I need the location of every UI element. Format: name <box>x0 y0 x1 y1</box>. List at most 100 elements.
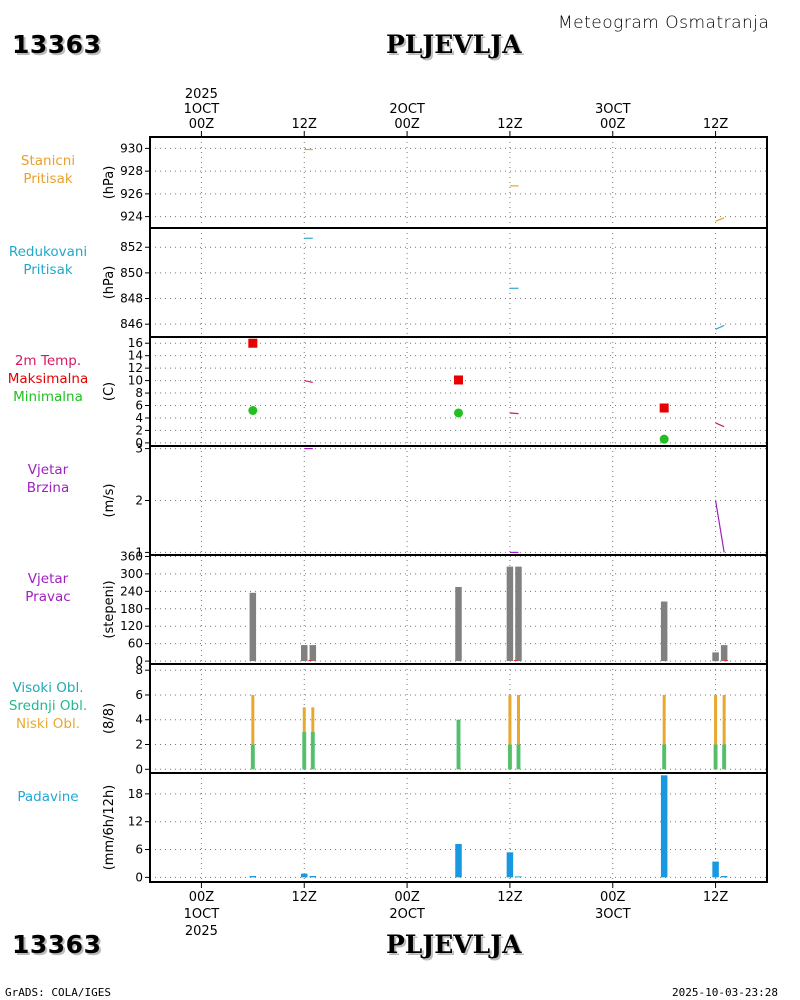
ytick-label-reduced_pressure: 848 <box>120 292 143 306</box>
panel-title-cloud_cover: Srednji Obl. <box>9 698 87 714</box>
tmax-point <box>454 375 463 385</box>
bar-precipitation <box>455 843 462 878</box>
timestamp-text: 2025-10-03-23:28 <box>672 986 778 999</box>
panel-title-temperature: Minimalna <box>13 389 83 405</box>
ytick-label-temperature: 4 <box>135 411 143 425</box>
station-name-top: PLJEVLJA <box>386 30 522 59</box>
ylabel-wind_speed: (m/s) <box>102 484 117 518</box>
temp-segment <box>304 380 313 384</box>
tmin-point <box>659 434 669 444</box>
time-label-top: 12Z <box>497 117 523 132</box>
ytick-label-cloud_cover: 6 <box>135 688 143 702</box>
ytick-label-temperature: 10 <box>128 374 143 388</box>
panel-title-wind_speed: Vjetar <box>28 462 69 478</box>
ytick-label-precipitation: 6 <box>135 843 143 857</box>
tmin-point <box>454 408 463 418</box>
bar-mid-cloud <box>302 732 307 770</box>
panel-title-temperature: 2m Temp. <box>15 353 81 369</box>
ylabel-precipitation: (mm/6h/12h) <box>102 785 117 871</box>
ytick-label-wind_direction: 180 <box>120 602 143 616</box>
panel-title-wind_direction: Vjetar <box>28 571 69 587</box>
panel-title-wind_direction: Pravac <box>25 589 70 605</box>
panel-title-station_pressure: Pritisak <box>23 171 73 187</box>
bar-precipitation <box>506 852 514 878</box>
ytick-label-precipitation: 18 <box>128 787 143 801</box>
bar-wind_direction <box>720 645 728 662</box>
time-label-bottom: 2025 <box>185 924 218 939</box>
bar-precipitation <box>712 861 719 878</box>
bar-wind_direction <box>506 566 514 662</box>
panel-frame-station_pressure <box>149 136 768 229</box>
bar-low-cloud <box>714 694 718 770</box>
bar-precipitation <box>720 875 728 878</box>
panel-frame-temperature <box>149 336 768 447</box>
tmax-point <box>248 338 258 348</box>
bar-wind_direction <box>515 566 522 662</box>
bar-precipitation <box>309 875 317 878</box>
bar-mid-cloud <box>722 744 727 770</box>
ytick-label-wind_speed: 3 <box>135 442 143 456</box>
panel-title-reduced_pressure: Redukovani <box>9 244 87 260</box>
time-label-bottom: 00Z <box>189 890 215 905</box>
ytick-label-station_pressure: 930 <box>120 141 143 155</box>
series-segment-station_pressure <box>715 217 725 222</box>
panel-title-temperature: Maksimalna <box>8 371 89 387</box>
bar-wind_direction <box>249 592 257 662</box>
ytick-label-temperature: 14 <box>128 349 143 363</box>
ytick-label-wind_direction: 360 <box>120 549 143 563</box>
ytick-label-wind_direction: 240 <box>120 584 143 598</box>
ylabel-cloud_cover: (8/8) <box>102 703 117 734</box>
ytick-label-reduced_pressure: 850 <box>120 266 143 280</box>
bar-mid-cloud <box>507 744 512 770</box>
time-label-top: 2025 <box>185 87 218 102</box>
bar-low-cloud <box>516 694 520 770</box>
panel-frame-precipitation <box>149 772 768 883</box>
product-title: Meteogram Osmatranja <box>558 13 770 33</box>
time-label-bottom: 12Z <box>497 890 523 905</box>
bar-wind_direction <box>301 645 308 662</box>
ytick-label-precipitation: 12 <box>128 815 143 829</box>
bar-low-cloud <box>251 694 255 770</box>
station-id-bottom: 13363 <box>12 930 102 959</box>
panel-title-station_pressure: Stanicni <box>21 153 75 169</box>
ytick-label-cloud_cover: 0 <box>135 762 143 776</box>
bar-precipitation <box>301 873 308 878</box>
station-id-top: 13363 <box>12 30 102 59</box>
time-label-bottom: 12Z <box>703 890 729 905</box>
bar-wind_direction <box>309 645 317 662</box>
bar-wind_direction <box>660 601 668 662</box>
panel-title-cloud_cover: Visoki Obl. <box>12 680 83 696</box>
tmin-point <box>248 405 258 415</box>
ytick-label-temperature: 0 <box>135 436 143 450</box>
bar-mid-cloud <box>250 744 255 770</box>
panel-title-reduced_pressure: Pritisak <box>23 262 73 278</box>
ylabel-reduced_pressure: (hPa) <box>102 266 117 300</box>
series-segment-wind_speed <box>714 500 725 553</box>
time-label-top: 00Z <box>189 117 215 132</box>
ytick-label-wind_direction: 0 <box>135 654 143 668</box>
time-label-top: 3OCT <box>595 102 631 117</box>
ytick-label-wind_direction: 60 <box>128 637 143 651</box>
panel-title-wind_speed: Brzina <box>27 480 69 496</box>
temp-segment <box>509 412 519 415</box>
bar-mid-cloud <box>516 744 521 770</box>
ytick-label-wind_direction: 300 <box>120 567 143 581</box>
panel-title-cloud_cover: Niski Obl. <box>16 716 80 732</box>
ytick-label-cloud_cover: 8 <box>135 663 143 677</box>
panel-frame-reduced_pressure <box>149 227 768 338</box>
bar-low-cloud <box>508 694 512 770</box>
ytick-label-temperature: 6 <box>135 399 143 413</box>
panel-title-precipitation: Padavine <box>17 789 78 805</box>
ytick-label-cloud_cover: 2 <box>135 738 143 752</box>
ytick-label-cloud_cover: 4 <box>135 713 143 727</box>
bar-precipitation <box>660 775 668 878</box>
ylabel-wind_direction: (stepeni) <box>102 580 117 638</box>
bar-precipitation <box>249 875 257 878</box>
ytick-label-wind_speed: 2 <box>135 494 143 508</box>
ytick-label-precipitation: 0 <box>135 870 143 884</box>
ytick-label-station_pressure: 924 <box>120 210 143 224</box>
bar-mid-cloud <box>456 719 461 770</box>
time-label-bottom: 3OCT <box>595 907 631 922</box>
bar-wind_direction <box>455 586 462 662</box>
ytick-label-temperature: 16 <box>128 336 143 350</box>
